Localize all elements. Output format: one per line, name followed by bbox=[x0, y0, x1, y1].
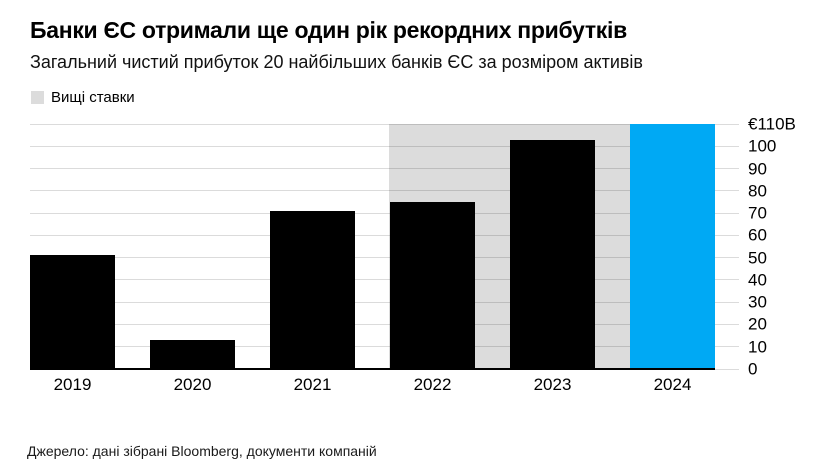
y-axis-label-90: 90 bbox=[748, 159, 767, 179]
bar-2020 bbox=[150, 340, 235, 369]
y-axis-label-10: 10 bbox=[748, 337, 767, 357]
y-axis-label-50: 50 bbox=[748, 248, 767, 268]
bar-2019 bbox=[30, 255, 115, 369]
y-axis-label-100: 100 bbox=[748, 136, 777, 156]
x-axis-label-2023: 2023 bbox=[533, 375, 572, 394]
y-axis-label-20: 20 bbox=[748, 314, 767, 334]
gridline-70 bbox=[30, 212, 739, 214]
gridline-30 bbox=[30, 301, 739, 303]
bar-2023 bbox=[510, 139, 595, 369]
gridline-50 bbox=[30, 257, 739, 259]
gridline-20 bbox=[30, 323, 739, 325]
x-axis-label-2021: 2021 bbox=[293, 375, 332, 394]
page-title: Банки ЄС отримали ще один рік рекордних … bbox=[30, 17, 627, 43]
gridline-100 bbox=[30, 145, 739, 147]
gridline-10 bbox=[30, 346, 739, 348]
gridline-80 bbox=[30, 190, 739, 192]
y-axis-label-70: 70 bbox=[748, 203, 767, 223]
gridline-110 bbox=[30, 123, 739, 125]
y-axis-label-110: €110B bbox=[748, 114, 796, 134]
source-note: Джерело: дані зібрані Bloomberg, докумен… bbox=[27, 443, 377, 459]
x-axis-label-2019: 2019 bbox=[53, 375, 92, 394]
bar-2022 bbox=[390, 201, 475, 369]
x-axis-label-2024: 2024 bbox=[653, 375, 692, 394]
y-axis-label-0: 0 bbox=[748, 359, 758, 379]
legend-swatch-higher-rates bbox=[31, 91, 44, 104]
page-subtitle: Загальний чистий прибуток 20 найбільших … bbox=[30, 52, 643, 72]
x-axis-label-2020: 2020 bbox=[173, 375, 212, 394]
gridline-40 bbox=[30, 279, 739, 281]
bar-2021 bbox=[270, 210, 355, 369]
y-axis-label-40: 40 bbox=[748, 270, 767, 290]
y-axis-label-60: 60 bbox=[748, 225, 767, 245]
x-axis-labels: 2019 2020 2021 2022 2023 2024 bbox=[30, 375, 715, 397]
bar-chart: 0 10 20 30 40 50 60 70 80 90 100 €110B bbox=[0, 116, 813, 378]
bar-2024 bbox=[630, 124, 715, 369]
legend-label: Вищі ставки bbox=[51, 89, 135, 106]
gridline-60 bbox=[30, 234, 739, 236]
x-axis-label-2022: 2022 bbox=[413, 375, 452, 394]
x-axis-baseline bbox=[30, 368, 715, 370]
legend: Вищі ставки bbox=[31, 89, 135, 106]
y-axis-label-80: 80 bbox=[748, 181, 767, 201]
gridline-90 bbox=[30, 168, 739, 170]
plot-area bbox=[30, 123, 739, 370]
y-axis-label-30: 30 bbox=[748, 292, 767, 312]
